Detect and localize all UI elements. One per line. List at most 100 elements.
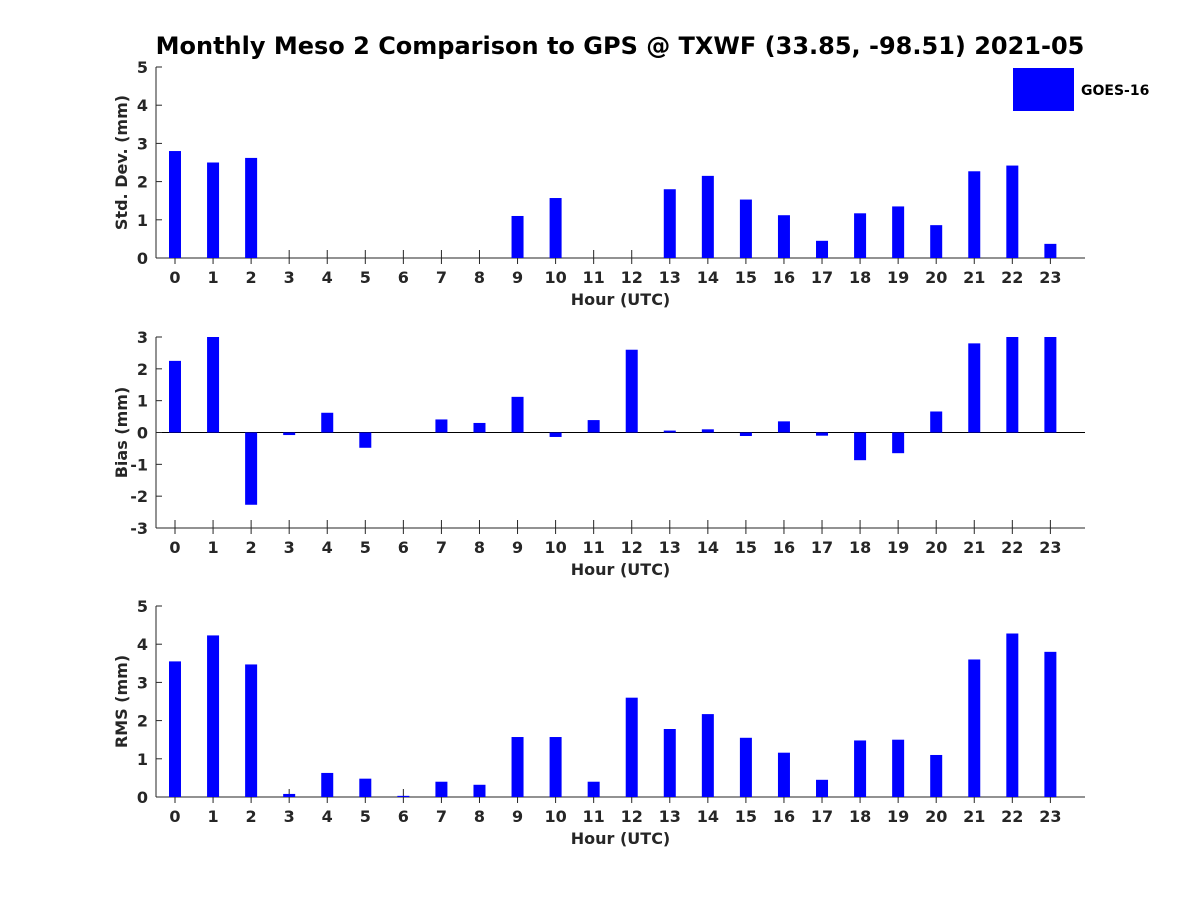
x-tick-label: 22 — [1001, 538, 1023, 557]
y-tick-label: 0 — [137, 788, 148, 807]
bar-hour-22 — [1006, 165, 1019, 258]
y-tick-label: 0 — [137, 249, 148, 268]
x-tick-label: 15 — [735, 268, 757, 287]
legend-swatch-goes-16 — [1013, 68, 1074, 111]
bar-hour-11 — [587, 781, 600, 797]
x-tick-label: 7 — [436, 268, 447, 287]
x-tick-label: 11 — [583, 268, 605, 287]
x-tick-label: 19 — [887, 538, 909, 557]
x-tick-label: 0 — [169, 807, 180, 826]
y-tick-label: 3 — [137, 134, 148, 153]
bar-hour-15 — [739, 199, 752, 258]
bar-hour-19 — [892, 432, 905, 454]
x-tick-label: 5 — [360, 268, 371, 287]
x-tick-label: 12 — [621, 268, 643, 287]
x-tick-label: 2 — [246, 807, 257, 826]
y-axis-label: RMS (mm) — [112, 655, 131, 748]
x-tick-label: 23 — [1039, 538, 1061, 557]
x-tick-label: 9 — [512, 538, 523, 557]
bar-hour-17 — [816, 432, 829, 436]
bar-hour-1 — [207, 337, 220, 433]
y-tick-label: 3 — [137, 328, 148, 347]
bar-hour-23 — [1044, 337, 1057, 433]
bar-hour-19 — [892, 739, 905, 797]
y-tick-label: 1 — [137, 392, 148, 411]
bar-hour-8 — [473, 784, 486, 797]
x-tick-label: 18 — [849, 538, 871, 557]
bar-hour-16 — [777, 215, 790, 258]
chart-title: Monthly Meso 2 Comparison to GPS @ TXWF … — [156, 32, 1085, 60]
x-tick-label: 1 — [207, 268, 218, 287]
x-tick-label: 13 — [659, 538, 681, 557]
x-tick-label: 23 — [1039, 268, 1061, 287]
bar-hour-1 — [207, 635, 220, 797]
bar-hour-16 — [777, 752, 790, 797]
x-tick-label: 21 — [963, 538, 985, 557]
bar-hour-22 — [1006, 633, 1019, 797]
bar-hour-15 — [739, 737, 752, 797]
bar-hour-14 — [701, 714, 714, 797]
bar-hour-6 — [397, 795, 410, 797]
bar-hour-18 — [854, 432, 867, 461]
bar-hour-14 — [701, 429, 714, 433]
x-axis-label: Hour (UTC) — [571, 560, 671, 579]
bar-hour-0 — [169, 661, 181, 797]
x-tick-label: 17 — [811, 807, 833, 826]
bar-hour-10 — [549, 737, 562, 797]
y-tick-label: 3 — [137, 673, 148, 692]
bar-hour-3 — [283, 793, 296, 797]
y-tick-label: 2 — [137, 360, 148, 379]
x-tick-label: 5 — [360, 807, 371, 826]
bar-hour-0 — [169, 151, 181, 258]
x-tick-label: 14 — [697, 807, 719, 826]
x-tick-label: 20 — [925, 268, 947, 287]
y-tick-label: 1 — [137, 211, 148, 230]
bar-hour-4 — [321, 412, 334, 433]
x-tick-label: 13 — [659, 807, 681, 826]
x-tick-label: 12 — [621, 807, 643, 826]
x-tick-label: 18 — [849, 807, 871, 826]
x-tick-label: 4 — [322, 807, 333, 826]
bar-hour-20 — [930, 754, 943, 797]
x-tick-label: 1 — [207, 807, 218, 826]
legend: GOES-16 — [1013, 68, 1149, 111]
bar-hour-13 — [663, 189, 676, 258]
x-tick-label: 11 — [583, 807, 605, 826]
x-tick-label: 1 — [207, 538, 218, 557]
x-tick-label: 8 — [474, 268, 485, 287]
x-tick-label: 10 — [544, 268, 566, 287]
y-tick-label: -1 — [130, 455, 148, 474]
bar-hour-7 — [435, 781, 448, 797]
bar-hour-21 — [968, 171, 981, 258]
x-tick-label: 16 — [773, 807, 795, 826]
x-tick-label: 23 — [1039, 807, 1061, 826]
x-tick-label: 9 — [512, 807, 523, 826]
x-tick-label: 6 — [398, 807, 409, 826]
bar-hour-17 — [816, 779, 829, 797]
y-axis-label: Bias (mm) — [112, 387, 131, 479]
y-axis-label: Std. Dev. (mm) — [112, 95, 131, 230]
x-tick-label: 10 — [544, 807, 566, 826]
bar-hour-2 — [245, 664, 258, 797]
y-tick-label: 4 — [137, 96, 148, 115]
bar-hour-15 — [739, 432, 752, 437]
bar-hour-7 — [435, 419, 448, 433]
bar-hour-3 — [283, 432, 296, 436]
x-tick-label: 8 — [474, 538, 485, 557]
x-tick-label: 22 — [1001, 807, 1023, 826]
x-tick-label: 15 — [735, 807, 757, 826]
y-tick-label: 0 — [137, 424, 148, 443]
bar-hour-21 — [968, 659, 981, 797]
x-tick-label: 10 — [544, 538, 566, 557]
x-tick-label: 11 — [583, 538, 605, 557]
bar-hour-9 — [511, 215, 524, 258]
bar-hour-10 — [549, 432, 562, 437]
x-tick-label: 2 — [246, 538, 257, 557]
x-tick-label: 3 — [284, 268, 295, 287]
y-tick-label: -2 — [130, 487, 148, 506]
bar-hour-1 — [207, 162, 220, 258]
